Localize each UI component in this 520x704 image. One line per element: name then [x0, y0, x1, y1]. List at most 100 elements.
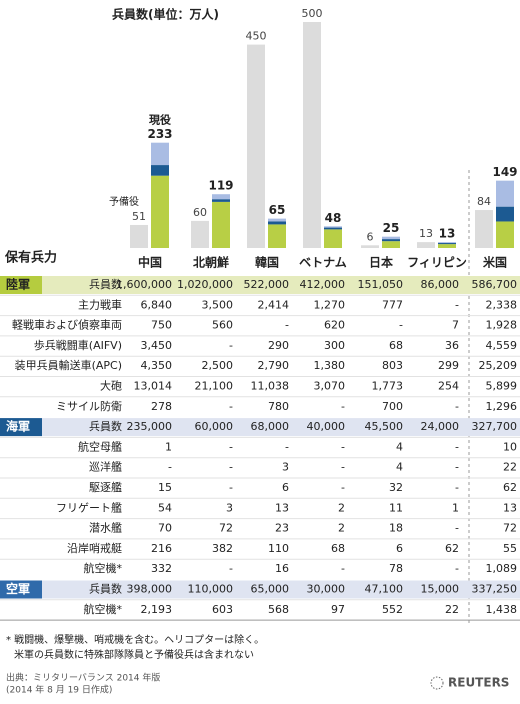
source: 出典：ミリタリーバランス 2014 年版	[6, 672, 160, 684]
cell: 47,100	[365, 583, 404, 596]
cell: 6	[282, 481, 289, 494]
row-label: フリゲート艦	[56, 500, 122, 514]
cell: 4,350	[141, 359, 173, 372]
cell: 1,773	[372, 380, 404, 393]
active-total: 119	[208, 179, 233, 193]
row-label: 兵員数	[89, 583, 122, 596]
cell: 2,500	[202, 359, 234, 372]
cell: 254	[438, 380, 459, 393]
cell: 110,000	[188, 583, 234, 596]
reserve-bar	[130, 224, 148, 248]
cell: 299	[438, 359, 459, 372]
section-label: 陸軍	[6, 277, 30, 292]
row-label: 巡洋艦	[89, 460, 122, 474]
cell: 110	[268, 542, 289, 555]
cell: -	[455, 298, 459, 311]
section-band	[0, 276, 520, 294]
note: 米軍の兵員数に特殊部隊隊員と予備役兵は含まれない	[14, 648, 254, 661]
active-total: 149	[492, 165, 517, 179]
cell: -	[229, 461, 233, 474]
cell: 522,000	[244, 278, 290, 291]
cell: 1	[452, 501, 459, 514]
cell: 72	[219, 522, 233, 535]
reserve-bar	[303, 22, 321, 248]
annotation: 予備役	[109, 195, 139, 208]
cell: 1,020,000	[177, 278, 233, 291]
cell: 1,928	[486, 319, 518, 332]
cell: 300	[324, 339, 345, 352]
active-segment	[151, 142, 169, 166]
x-tick-label: 北朝鮮	[193, 255, 229, 270]
cell: 15,000	[421, 583, 460, 596]
active-total: 48	[325, 211, 342, 225]
cell: 6,840	[141, 298, 173, 311]
cell: 327,700	[472, 420, 518, 433]
cell: 16	[275, 562, 289, 575]
cell: -	[229, 562, 233, 575]
active-segment	[438, 243, 456, 245]
cell: 1	[165, 440, 172, 453]
row-label: 潜水艦	[89, 521, 122, 535]
cell: 22	[503, 461, 517, 474]
reserve-label: 51	[132, 210, 146, 223]
section-band	[0, 580, 520, 599]
section-label-box	[0, 276, 42, 294]
active-segment	[382, 239, 400, 242]
active-segment	[151, 175, 169, 248]
reserve-bar	[361, 245, 379, 248]
logo-mark	[430, 676, 444, 690]
active-segment	[212, 194, 230, 200]
reserve-label: 450	[246, 30, 267, 43]
cell: 3	[226, 501, 233, 514]
cell: 68	[331, 542, 345, 555]
cell: 332	[151, 562, 172, 575]
row-label: 沿岸哨戒艇	[67, 541, 122, 555]
cell: 30,000	[307, 583, 346, 596]
row-label: ミサイル防衛	[56, 399, 122, 413]
x-tick-label: 日本	[369, 255, 393, 270]
active-total: 65	[269, 203, 286, 217]
cell: 780	[268, 400, 289, 413]
cell: 40,000	[307, 420, 346, 433]
section-band	[0, 418, 520, 437]
cell: 151,050	[358, 278, 404, 291]
section-label: 空軍	[6, 581, 30, 596]
cell: -	[229, 339, 233, 352]
row-label: 航空母艦	[78, 439, 122, 453]
cell: 216	[151, 542, 172, 555]
reserve-label: 84	[477, 195, 491, 208]
cell: 32	[389, 481, 403, 494]
row-label: 航空機*	[84, 602, 123, 616]
cell: -	[341, 400, 345, 413]
reserve-bar	[417, 242, 435, 248]
cell: 45,500	[365, 420, 404, 433]
x-tick-label: 米国	[483, 255, 507, 270]
cell: 62	[503, 481, 517, 494]
cell: 60,000	[195, 420, 234, 433]
cell: 603	[212, 603, 233, 616]
row-label: 兵員数	[89, 420, 122, 433]
cell: 54	[158, 501, 172, 514]
active-segment	[212, 199, 230, 202]
x-tick-label: 中国	[138, 255, 162, 270]
cell: 21,100	[195, 380, 234, 393]
row-label: 航空機*	[84, 561, 123, 575]
cell: 13	[503, 501, 517, 514]
cell: 278	[151, 400, 172, 413]
cell: 11,038	[251, 380, 290, 393]
cell: 620	[324, 319, 345, 332]
row-label: 大砲	[100, 379, 122, 393]
cell: 15	[158, 481, 172, 494]
cell: 2,193	[141, 603, 173, 616]
reserve-bar	[247, 44, 265, 248]
section-label-box	[0, 418, 42, 437]
cell: 13,014	[134, 380, 173, 393]
cell: 1,438	[486, 603, 518, 616]
cell: 23	[275, 522, 289, 535]
cell: 4	[396, 440, 403, 453]
active-segment	[438, 244, 456, 248]
chart-title: 兵員数(単位：万人)	[112, 7, 219, 22]
cell: -	[455, 562, 459, 575]
cell: 3	[282, 461, 289, 474]
